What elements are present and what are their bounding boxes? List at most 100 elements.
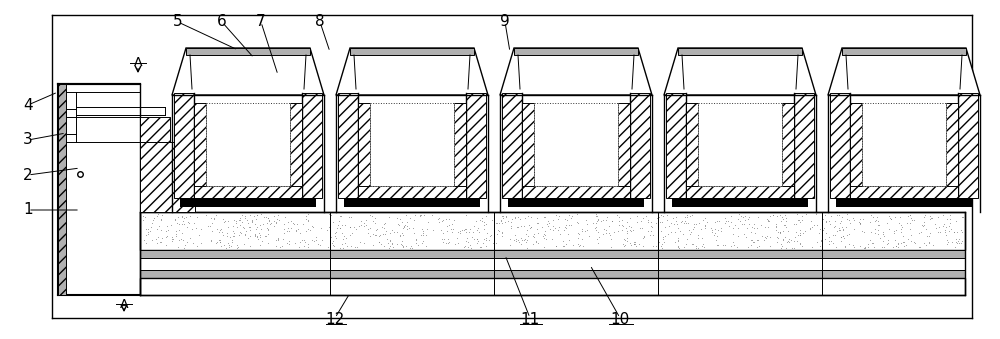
Point [694,236,710,241]
Point [298,213,314,218]
Point [425,227,441,233]
Point [703,225,719,231]
Point [777,222,793,227]
Point [356,220,372,226]
Point [180,219,196,224]
Point [236,241,252,247]
Point [461,230,477,235]
Point [413,213,429,218]
Point [298,228,314,233]
Point [203,238,219,243]
Point [232,222,248,228]
Point [895,239,911,245]
Point [911,244,927,250]
Point [385,244,401,250]
Point [880,237,896,242]
Point [459,235,475,240]
Point [856,229,872,235]
Point [939,216,955,221]
Point [708,237,724,242]
Point [165,237,181,242]
Point [954,229,970,235]
Point [775,217,791,222]
Point [456,227,472,233]
Point [670,235,686,241]
Point [852,220,868,225]
Point [894,225,910,230]
Point [709,234,725,239]
Point [673,219,689,224]
Point [900,213,916,218]
Point [792,241,808,246]
Point [713,225,729,231]
Point [876,244,892,250]
Point [930,214,946,219]
Point [377,220,393,226]
Point [770,229,786,235]
Point [447,241,463,247]
Point [653,228,669,234]
Point [219,231,235,236]
Point [154,213,170,218]
Text: 9: 9 [500,15,510,29]
Point [563,222,579,228]
Point [726,242,742,247]
Point [263,221,279,226]
Point [790,233,806,238]
Point [564,214,580,219]
Point [622,216,638,221]
Point [367,215,383,220]
Point [203,238,219,243]
Point [431,215,447,220]
Point [867,226,883,232]
Point [922,217,938,222]
Point [903,232,919,237]
Point [433,227,449,233]
Point [240,221,256,226]
Point [735,214,751,220]
Point [330,222,346,227]
Point [837,244,853,250]
Point [188,225,204,231]
Point [746,240,762,245]
Point [832,220,848,225]
Point [862,237,878,243]
Point [369,226,385,231]
Point [244,217,260,223]
Point [349,245,365,250]
Point [640,228,656,234]
Point [770,235,786,240]
Point [312,243,328,248]
Point [879,241,895,246]
Point [490,227,506,233]
Bar [630,93,650,198]
Point [229,245,245,250]
Point [281,238,297,244]
Point [709,243,725,248]
Point [924,216,940,221]
Point [520,213,536,218]
Point [220,224,236,230]
Point [351,223,367,228]
Point [659,218,675,223]
Bar [862,103,946,186]
Point [768,224,784,230]
Point [371,239,387,245]
Point [296,237,312,243]
Point [775,237,791,242]
Point [667,239,683,245]
Point [882,215,898,220]
Point [523,224,539,230]
Point [808,212,824,217]
Point [150,212,166,217]
Point [457,226,473,232]
Point [725,232,741,237]
Point [466,223,482,228]
Point [292,239,308,244]
Bar [338,93,358,198]
Text: 4: 4 [23,98,33,113]
Point [308,238,324,243]
Point [747,231,763,236]
Point [530,221,546,226]
Point [547,225,563,230]
